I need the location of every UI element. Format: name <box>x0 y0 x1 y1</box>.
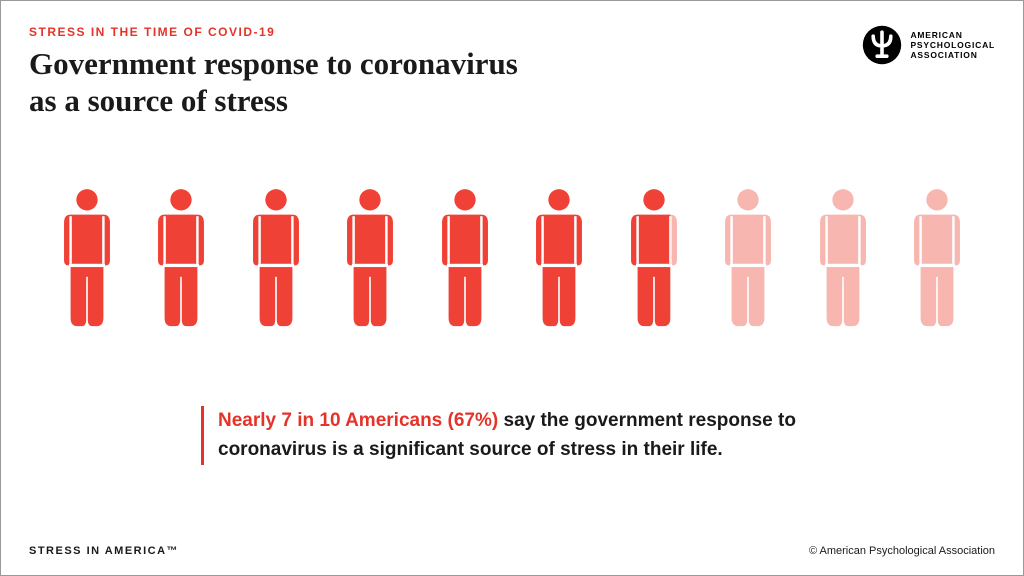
pictograph-row <box>46 173 978 348</box>
person-icon <box>235 173 317 348</box>
title-block: STRESS IN THE TIME OF COVID-19 Governmen… <box>29 25 518 119</box>
callout-highlight: Nearly 7 in 10 Americans (67%) <box>218 410 498 431</box>
callout-text: Nearly 7 in 10 Americans (67%) say the g… <box>201 406 903 465</box>
apa-logo: AMERICAN PSYCHOLOGICAL ASSOCIATION <box>862 25 995 65</box>
person-icon <box>46 173 128 348</box>
logo-text: AMERICAN PSYCHOLOGICAL ASSOCIATION <box>910 30 995 61</box>
header: STRESS IN THE TIME OF COVID-19 Governmen… <box>29 25 995 119</box>
person-icon <box>802 173 884 348</box>
person-icon <box>329 173 411 348</box>
logo-line-2: PSYCHOLOGICAL <box>910 40 995 50</box>
person-icon <box>896 173 978 348</box>
logo-line-3: ASSOCIATION <box>910 50 995 60</box>
person-icon <box>707 173 789 348</box>
footer: STRESS IN AMERICA™ © American Psychologi… <box>29 545 995 557</box>
logo-line-1: AMERICAN <box>910 30 995 40</box>
title-line-1: Government response to coronavirus <box>29 46 518 81</box>
person-icon <box>140 173 222 348</box>
title-line-2: as a source of stress <box>29 83 288 118</box>
person-icon <box>424 173 506 348</box>
footer-left: STRESS IN AMERICA™ <box>29 545 179 557</box>
footer-right: © American Psychological Association <box>809 545 995 557</box>
eyebrow: STRESS IN THE TIME OF COVID-19 <box>29 25 518 39</box>
person-icon <box>518 173 600 348</box>
main-title: Government response to coronavirus as a … <box>29 45 518 119</box>
psi-icon <box>862 25 902 65</box>
person-icon <box>613 173 695 348</box>
